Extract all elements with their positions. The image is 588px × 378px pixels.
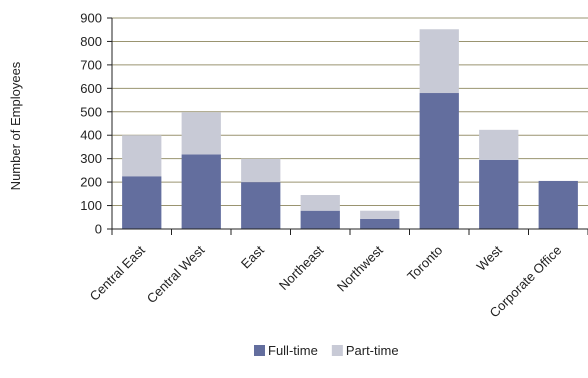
axes bbox=[107, 17, 588, 235]
y-tick-labels: 0 100 200 300 400 500 600 700 800 900 bbox=[80, 11, 102, 237]
bar-part-time-west bbox=[479, 129, 519, 160]
y-tick-label: 500 bbox=[80, 104, 102, 119]
bar-full-time-northeast bbox=[300, 210, 340, 229]
category-label: Northeast bbox=[276, 242, 327, 293]
bar-full-time-toronto bbox=[419, 93, 459, 230]
legend-label: Full-time bbox=[268, 343, 318, 358]
y-tick-label: 0 bbox=[95, 222, 102, 237]
legend: Full-time Part-time bbox=[254, 343, 399, 358]
category-label: Toronto bbox=[404, 243, 445, 284]
y-tick-label: 100 bbox=[80, 198, 102, 213]
y-tick-label: 800 bbox=[80, 34, 102, 49]
bar-full-time-central-west bbox=[181, 154, 221, 229]
bar-full-time-east bbox=[241, 182, 281, 229]
bar-part-time-toronto bbox=[419, 29, 459, 94]
bar-full-time-corporate-office bbox=[538, 180, 578, 229]
legend-label: Part-time bbox=[346, 343, 399, 358]
y-tick-label: 700 bbox=[80, 57, 102, 72]
y-tick-label: 200 bbox=[80, 175, 102, 190]
y-axis-title: Number of Employees bbox=[8, 61, 23, 190]
category-label: Northwest bbox=[334, 242, 386, 294]
bar-part-time-northwest bbox=[360, 210, 400, 219]
category-label: Central East bbox=[87, 242, 148, 303]
bar-part-time-northeast bbox=[300, 195, 340, 211]
category-label: West bbox=[473, 242, 505, 274]
bar-part-time-central-east bbox=[122, 135, 162, 177]
bars bbox=[122, 29, 578, 230]
bar-full-time-northwest bbox=[360, 218, 400, 229]
bar-part-time-central-west bbox=[181, 112, 221, 155]
legend-swatch bbox=[331, 345, 343, 356]
y-tick-label: 600 bbox=[80, 81, 102, 96]
y-tick-label: 900 bbox=[80, 11, 102, 26]
category-label: Central West bbox=[144, 242, 208, 306]
bar-full-time-west bbox=[479, 159, 519, 229]
y-tick-label: 400 bbox=[80, 128, 102, 143]
y-tick-label: 300 bbox=[80, 151, 102, 166]
bar-full-time-central-east bbox=[122, 176, 162, 229]
category-label: East bbox=[238, 242, 267, 271]
legend-swatch bbox=[254, 345, 265, 356]
bar-part-time-east bbox=[241, 158, 281, 183]
